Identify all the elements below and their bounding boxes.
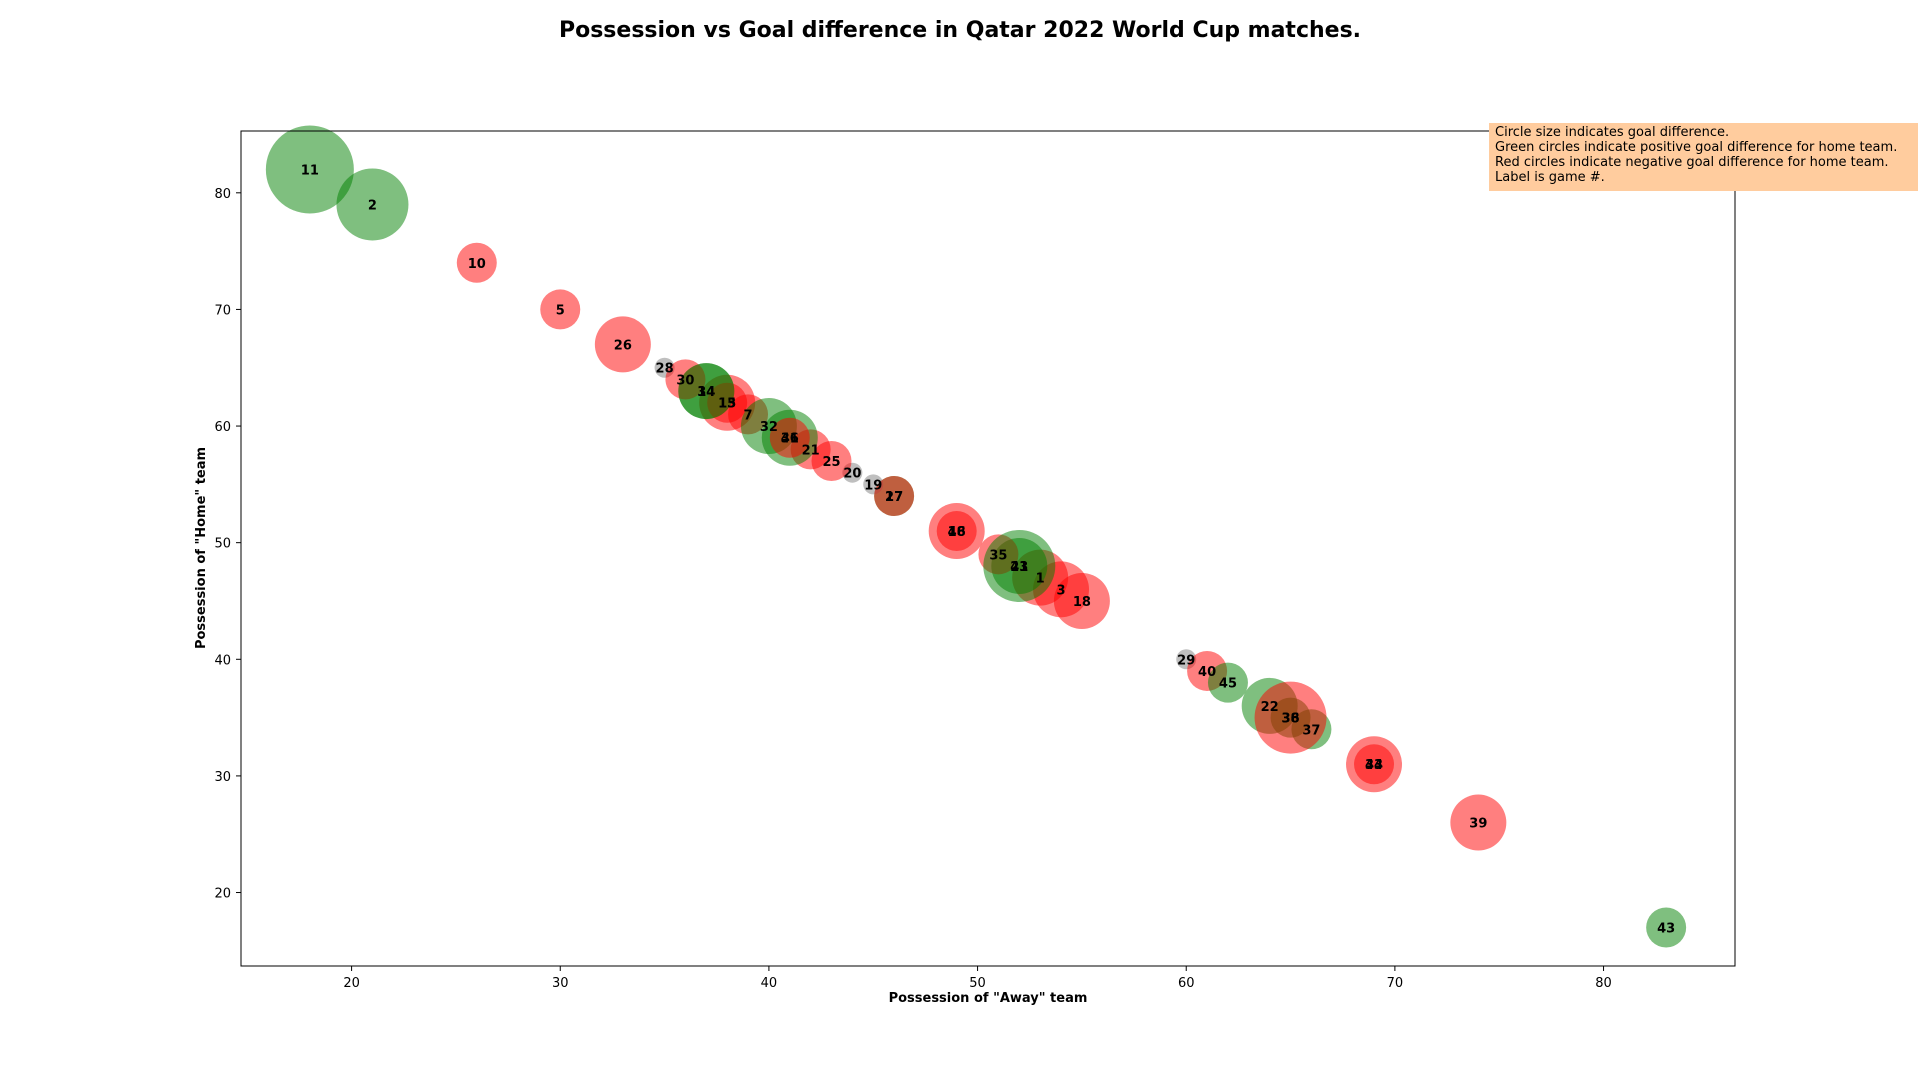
point-label: 21 <box>802 443 820 458</box>
y-axis-label: Possession of "Home" team <box>194 447 209 649</box>
point-label: 43 <box>1657 922 1675 937</box>
point-label: 15 <box>718 397 736 412</box>
point-label: 27 <box>885 490 903 505</box>
y-tick-label: 20 <box>214 887 231 902</box>
point-label: 17 <box>885 490 903 505</box>
point-label: 34 <box>697 385 715 400</box>
point-label: 10 <box>468 257 486 272</box>
annotation-line: Red circles indicate negative goal diffe… <box>1495 155 1889 170</box>
data-point <box>1207 662 1248 703</box>
point-label: 30 <box>676 373 694 388</box>
annotation-line: Green circles indicate positive goal dif… <box>1495 140 1898 155</box>
data-point <box>936 511 977 552</box>
point-label: 5 <box>556 303 565 318</box>
chart-title: Possession vs Goal difference in Qatar 2… <box>558 18 1362 43</box>
x-tick-label: 50 <box>969 976 986 991</box>
y-tick-label: 70 <box>214 303 231 318</box>
y-tick-label: 60 <box>214 420 231 435</box>
point-label: 29 <box>1177 653 1195 668</box>
x-tick-label: 30 <box>552 976 569 991</box>
points-layer <box>265 125 1687 948</box>
x-axis-label: Possession of "Away" team <box>889 991 1088 1006</box>
point-label: 36 <box>1282 712 1300 727</box>
point-label: 26 <box>614 338 632 353</box>
data-point <box>540 289 581 330</box>
data-point <box>769 417 810 458</box>
point-label: 23 <box>1010 560 1028 575</box>
point-label: 38 <box>1282 712 1300 727</box>
point-label: 32 <box>760 420 778 435</box>
x-tick-label: 20 <box>343 976 360 991</box>
point-label: 20 <box>843 467 861 482</box>
point-label: 25 <box>822 455 840 470</box>
point-label: 14 <box>697 385 715 400</box>
data-point <box>336 168 409 241</box>
x-tick-label: 60 <box>1178 976 1195 991</box>
point-label: 48 <box>948 525 966 540</box>
point-label: 7 <box>744 408 753 423</box>
plot-frame <box>240 130 1736 967</box>
y-tick-label: 50 <box>214 537 231 552</box>
point-label: 40 <box>1198 665 1216 680</box>
point-label: 31 <box>781 432 799 447</box>
x-tick-label: 70 <box>1387 976 1404 991</box>
point-label: 44 <box>1365 758 1383 773</box>
x-tick-label: 40 <box>761 976 778 991</box>
point-label: 33 <box>1365 758 1383 773</box>
point-label: 46 <box>781 432 799 447</box>
annotation-box: Circle size indicates goal difference. G… <box>1489 123 1918 191</box>
x-tick-label: 80 <box>1595 976 1612 991</box>
annotation-line: Circle size indicates goal difference. <box>1495 125 1730 140</box>
point-label: 13 <box>718 397 736 412</box>
data-point <box>1450 794 1507 851</box>
data-point <box>811 441 852 482</box>
annotation-line: Label is game #. <box>1495 170 1605 185</box>
point-label: 45 <box>1219 677 1237 692</box>
point-label: 18 <box>1073 595 1091 610</box>
data-point <box>1053 572 1110 629</box>
y-tick-label: 40 <box>214 653 231 668</box>
point-label: 39 <box>1469 817 1487 832</box>
data-point <box>265 125 354 214</box>
ticks-layer: 20 30 40 50 60 70 80 20 30 40 50 60 70 80 <box>214 187 1611 991</box>
data-point <box>678 363 735 420</box>
point-label: 19 <box>864 478 882 493</box>
data-point <box>874 476 915 517</box>
data-point <box>456 242 497 283</box>
data-point <box>1346 736 1403 793</box>
point-label: 2 <box>368 198 377 213</box>
point-label: 22 <box>1261 700 1279 715</box>
point-label: 37 <box>1302 723 1320 738</box>
point-label: 11 <box>301 163 319 178</box>
point-label: 41 <box>1010 560 1028 575</box>
y-tick-label: 30 <box>214 770 231 785</box>
labels-layer: 1235710111314151617181920212223252627282… <box>301 163 1675 936</box>
point-label: 1 <box>1036 572 1045 587</box>
data-point <box>1646 907 1687 948</box>
data-point <box>594 316 651 373</box>
y-tick-label: 80 <box>214 187 231 202</box>
data-point <box>1254 681 1327 754</box>
point-label: 16 <box>948 525 966 540</box>
point-label: 3 <box>1057 583 1066 598</box>
point-label: 35 <box>989 548 1007 563</box>
point-label: 28 <box>656 362 674 377</box>
data-point <box>983 529 1056 602</box>
